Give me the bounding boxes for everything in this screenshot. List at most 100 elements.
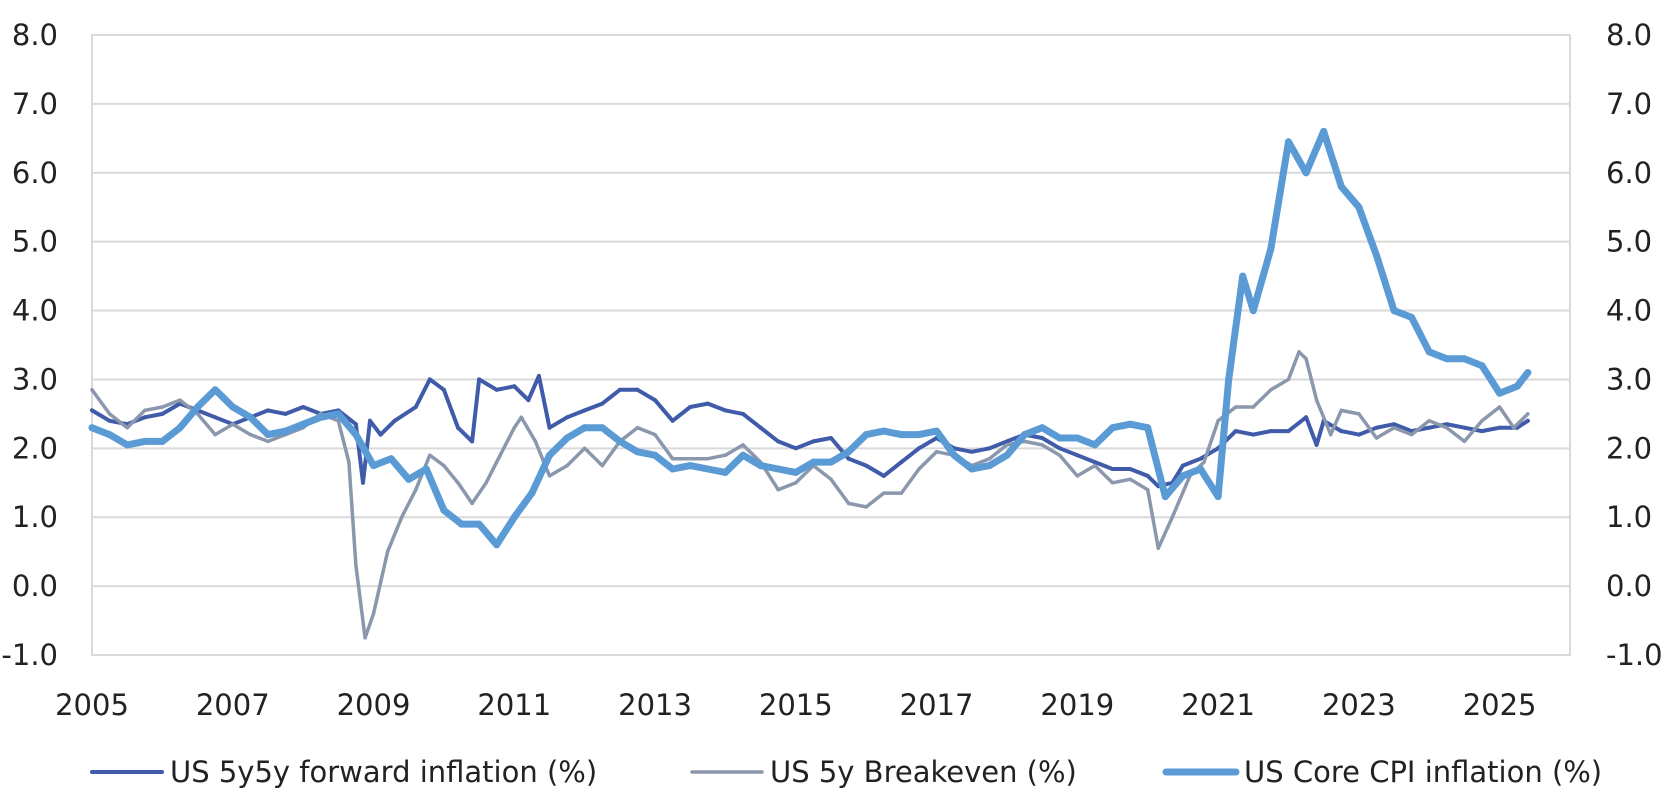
legend-label: US 5y5y forward inflation (%) (170, 755, 597, 789)
data-point (1480, 419, 1484, 423)
data-point (160, 405, 165, 409)
data-point (385, 549, 390, 554)
data-point (1144, 424, 1152, 432)
data-point (264, 431, 272, 439)
y-right-tick-label: 6.0 (1606, 156, 1652, 190)
data-point (1337, 183, 1345, 191)
data-point (1110, 481, 1115, 485)
data-point (1328, 432, 1333, 437)
y-right-tick-label: 1.0 (1606, 500, 1652, 534)
data-point (1093, 463, 1097, 468)
data-point (1216, 419, 1220, 423)
data-point (1425, 348, 1433, 356)
data-point (1145, 487, 1150, 492)
data-point (1285, 138, 1292, 146)
data-point (107, 418, 112, 423)
data-point (414, 487, 418, 492)
data-point (829, 477, 833, 482)
data-point (392, 418, 397, 423)
data-point (950, 451, 958, 459)
data-point (1233, 405, 1238, 409)
data-point (1320, 127, 1328, 135)
data-point (1038, 424, 1046, 432)
data-point (266, 408, 270, 413)
x-tick-label: 2011 (477, 688, 551, 722)
data-point (635, 425, 640, 430)
data-point (1233, 429, 1238, 434)
data-point (600, 401, 605, 406)
y-left-tick-label: 7.0 (12, 87, 58, 121)
data-point (123, 441, 131, 449)
data-point (512, 384, 517, 389)
data-point (498, 453, 502, 457)
data-point (493, 541, 501, 549)
x-tick-label: 2019 (1040, 688, 1114, 722)
data-point (600, 463, 605, 468)
data-point (1214, 493, 1222, 501)
data-point (213, 415, 218, 420)
y-left-tick-label: -1.0 (1, 638, 58, 672)
x-tick-label: 2025 (1463, 688, 1537, 722)
legend-item: US Core CPI inflation (%) (1162, 755, 1602, 789)
data-point (634, 448, 641, 456)
data-point (1525, 418, 1530, 423)
y-right-tick-label: 0.0 (1606, 569, 1652, 603)
data-point (1304, 357, 1308, 361)
data-point (598, 424, 606, 432)
data-point (1339, 408, 1344, 413)
data-point (917, 446, 921, 451)
data-point (670, 456, 675, 461)
data-point (1005, 439, 1009, 444)
data-point (475, 520, 483, 528)
data-point (536, 374, 541, 378)
data-point (141, 437, 149, 445)
data-point (427, 377, 432, 382)
data-point (565, 463, 569, 468)
data-point (864, 463, 869, 468)
data-point (512, 425, 517, 430)
data-point (1021, 431, 1028, 439)
data-point (1110, 467, 1115, 471)
x-tick-label: 2013 (618, 688, 692, 722)
x-tick-label: 2005 (55, 688, 129, 722)
data-point (1355, 203, 1363, 211)
data-point (458, 520, 465, 528)
data-point (361, 480, 365, 485)
data-point (90, 408, 94, 413)
data-point (1314, 442, 1319, 447)
data-point (405, 475, 413, 483)
data-point (776, 487, 780, 492)
x-tick-label: 2015 (759, 688, 833, 722)
data-point (387, 455, 395, 463)
data-point (985, 462, 993, 470)
data-point (653, 432, 657, 437)
data-point (757, 462, 765, 470)
data-point (809, 458, 817, 466)
data-point (1286, 377, 1291, 382)
x-tick-label: 2017 (900, 688, 974, 722)
data-point (442, 463, 446, 468)
data-point (378, 432, 383, 437)
data-point (88, 424, 96, 432)
data-point (347, 460, 351, 464)
data-point (651, 451, 659, 459)
data-point (160, 411, 165, 416)
data-point (1392, 425, 1396, 430)
data-point (776, 439, 781, 444)
data-point (758, 425, 763, 430)
data-point (229, 403, 237, 411)
data-point (1409, 432, 1414, 437)
data-point (363, 636, 367, 640)
data-point (846, 501, 851, 506)
data-point (1427, 419, 1431, 423)
data-point (1460, 355, 1468, 363)
data-point (1286, 429, 1291, 434)
data-point (368, 418, 372, 423)
data-point (741, 411, 745, 416)
data-point (1497, 405, 1502, 409)
data-point (1356, 432, 1361, 437)
data-point (741, 443, 745, 447)
